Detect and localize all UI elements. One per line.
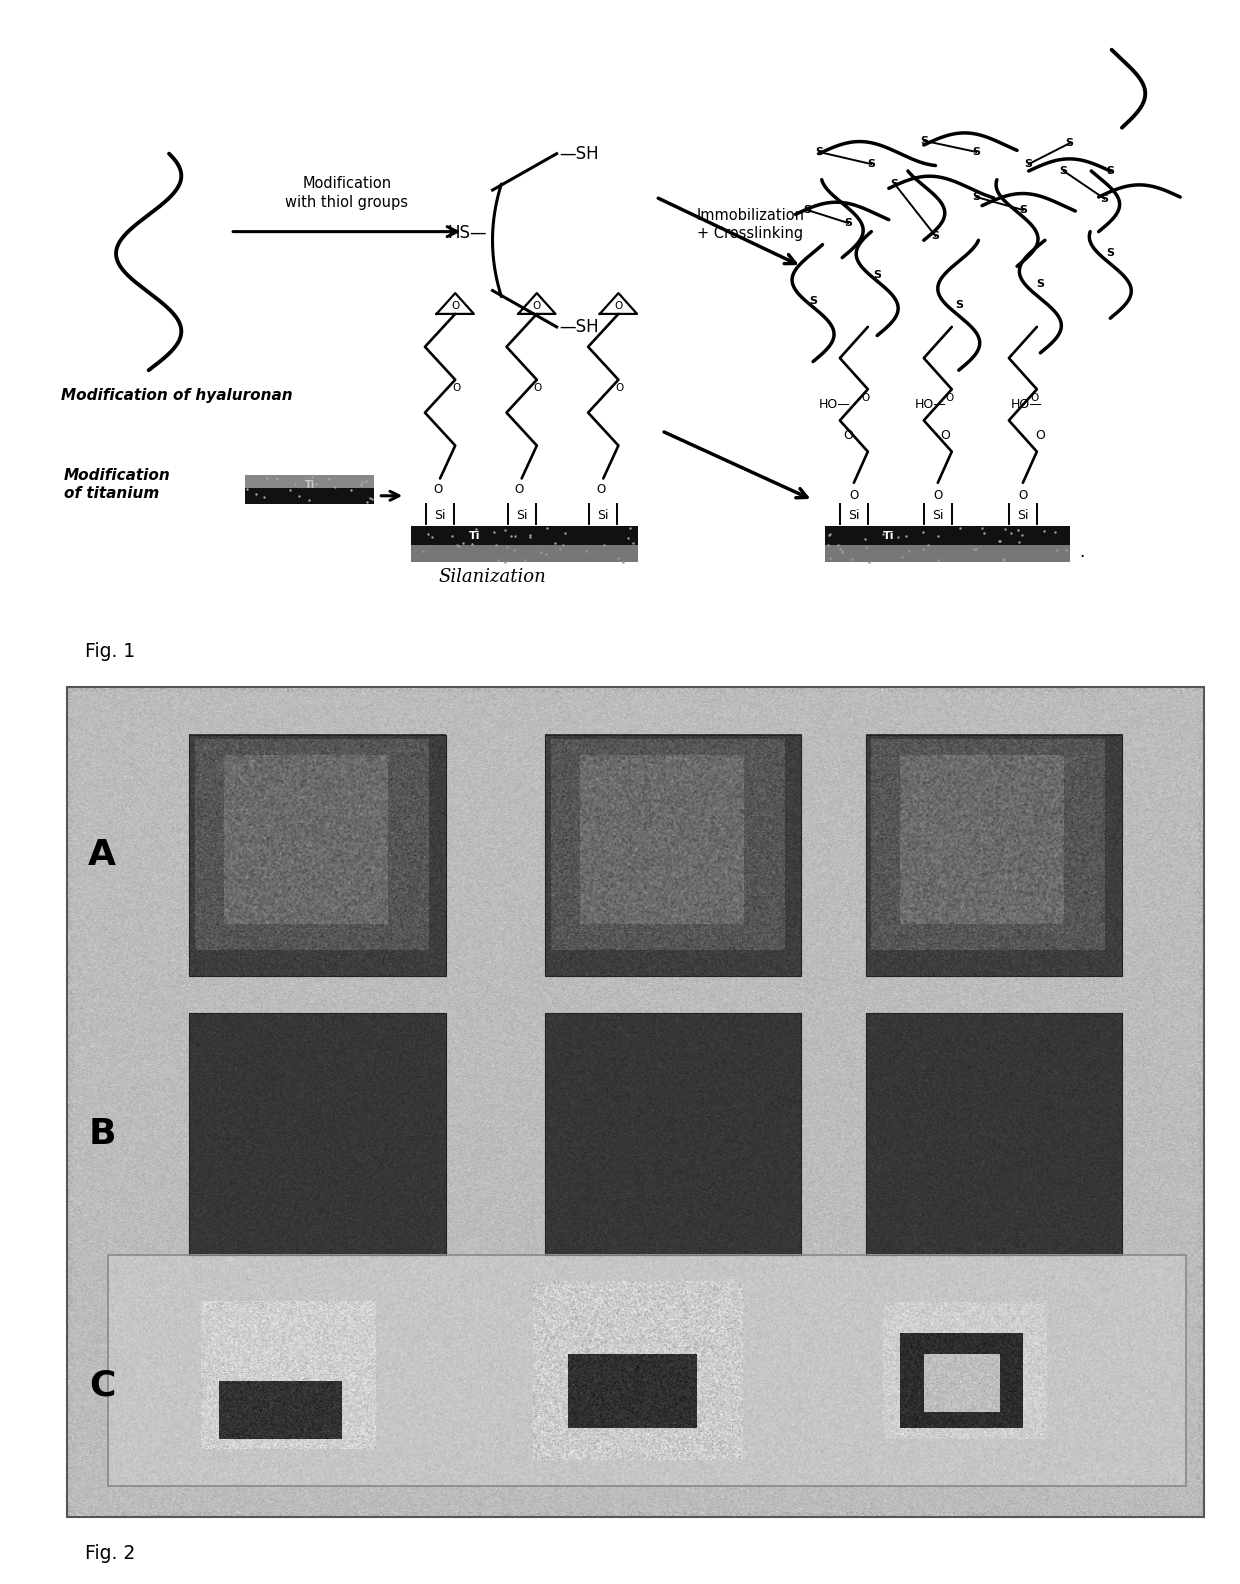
Text: S: S — [890, 179, 899, 188]
Text: Modification
of titanium: Modification of titanium — [63, 469, 170, 501]
Bar — [410, 545, 639, 562]
Text: O: O — [453, 383, 460, 393]
Text: Modification of hyaluronan: Modification of hyaluronan — [61, 388, 293, 402]
Text: Ti: Ti — [304, 480, 315, 489]
Text: Si: Si — [598, 508, 609, 523]
Text: O: O — [945, 393, 954, 402]
Text: S: S — [1024, 158, 1033, 169]
Text: S: S — [867, 158, 875, 169]
Text: O: O — [934, 489, 942, 502]
Text: Immobilization
+ Crosslinking: Immobilization + Crosslinking — [697, 208, 805, 241]
Text: O: O — [1018, 489, 1028, 502]
Text: Si: Si — [932, 508, 944, 523]
Text: S: S — [815, 147, 823, 157]
Text: O: O — [615, 383, 624, 393]
Text: S: S — [873, 269, 882, 280]
Text: —SH: —SH — [559, 144, 599, 163]
Text: B: B — [88, 1117, 115, 1152]
Text: O: O — [533, 301, 541, 310]
Text: .: . — [1079, 543, 1084, 561]
Text: Si: Si — [1017, 508, 1029, 523]
Text: Fig. 1: Fig. 1 — [84, 643, 135, 662]
Text: Ti: Ti — [469, 532, 481, 542]
Text: Silanization: Silanization — [439, 567, 547, 586]
Text: O: O — [843, 429, 853, 442]
Bar — [546, 735, 801, 976]
Text: C: C — [89, 1369, 115, 1403]
Text: S: S — [804, 204, 811, 215]
Text: S: S — [1065, 138, 1074, 149]
Text: HO—: HO— — [1012, 398, 1043, 412]
Bar — [108, 1255, 1187, 1486]
Bar — [246, 475, 373, 488]
Text: S: S — [1060, 166, 1068, 176]
Text: Modification
with thiol groups: Modification with thiol groups — [285, 176, 408, 211]
Bar — [825, 545, 1070, 562]
Text: S: S — [1037, 279, 1044, 288]
Text: S: S — [931, 231, 940, 241]
Text: O: O — [849, 489, 858, 502]
Text: O: O — [596, 483, 605, 496]
Text: S: S — [808, 296, 817, 306]
Text: O: O — [940, 429, 950, 442]
Text: S: S — [920, 136, 928, 146]
Text: S: S — [955, 301, 962, 310]
Text: O: O — [1035, 429, 1045, 442]
Bar — [866, 1014, 1122, 1255]
Bar — [410, 526, 639, 545]
Text: Fig. 2: Fig. 2 — [84, 1543, 135, 1562]
Text: S: S — [972, 192, 981, 203]
Text: S: S — [972, 147, 981, 157]
Text: S: S — [844, 219, 852, 228]
Text: O: O — [534, 383, 542, 393]
Text: O: O — [515, 483, 525, 496]
Text: Ti: Ti — [883, 532, 894, 542]
Text: S: S — [1019, 204, 1027, 215]
Text: O: O — [433, 483, 443, 496]
Text: S: S — [1106, 249, 1115, 258]
Bar — [825, 526, 1070, 545]
Bar — [866, 735, 1122, 976]
Bar — [190, 735, 446, 976]
Text: HO—: HO— — [818, 398, 851, 412]
Bar — [190, 1014, 446, 1255]
Text: O: O — [1030, 393, 1039, 402]
Text: Si: Si — [848, 508, 859, 523]
Bar — [546, 1014, 801, 1255]
Text: —SH: —SH — [559, 318, 599, 336]
Text: O: O — [862, 393, 869, 402]
Text: S: S — [1100, 193, 1109, 204]
Text: A: A — [88, 838, 117, 873]
Text: HS—: HS— — [448, 225, 487, 242]
Text: Si: Si — [516, 508, 527, 523]
Text: O: O — [451, 301, 459, 310]
Text: S: S — [1106, 166, 1115, 176]
Text: HO—: HO— — [914, 398, 946, 412]
Text: Si: Si — [434, 508, 446, 523]
Bar — [246, 488, 373, 504]
Text: O: O — [614, 301, 622, 310]
